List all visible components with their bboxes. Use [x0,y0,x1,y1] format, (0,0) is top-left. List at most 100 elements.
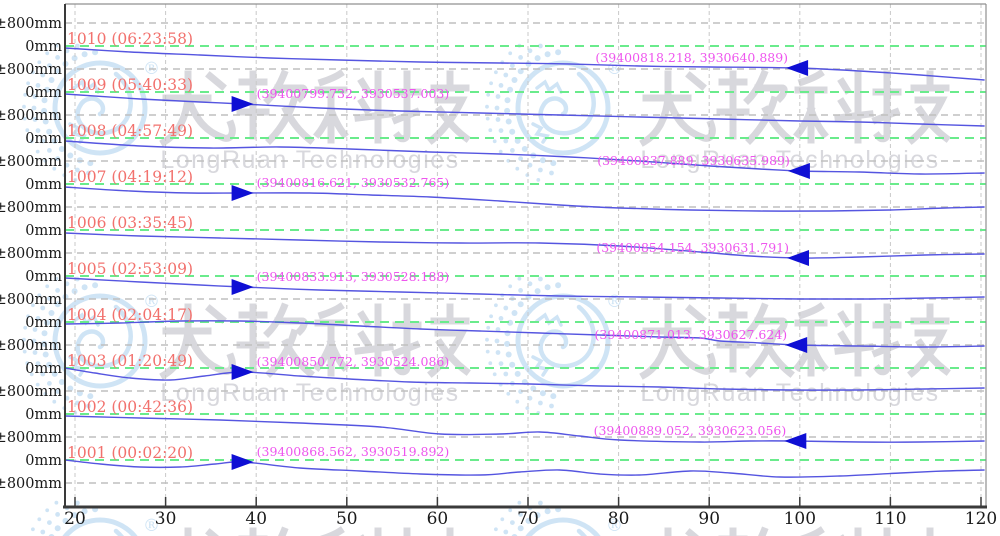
halftone-dot [40,371,46,377]
watermark-cn-glyph [793,69,874,144]
y-axis-zero-label: 0mm [25,223,62,239]
halftone-dot [505,351,512,358]
arrow-left-icon [785,337,808,353]
halftone-dot [31,105,37,111]
x-tick-label: 60 [427,509,449,529]
halftone-dot [485,337,489,342]
watermark-group: ®LongRuan Technologies [22,43,471,182]
halftone-dot [510,520,515,525]
halftone-dot [517,301,524,308]
halftone-dot [32,327,38,332]
halftone-dot [52,166,57,171]
halftone-dot [35,382,40,387]
halftone-dot [539,390,546,397]
halftone-dot [32,94,38,99]
dragon-logo-icon [525,517,601,536]
halftone-dot [525,406,530,410]
trace-label: 1004 (02:04:17) [67,306,193,324]
halftone-dot [509,361,516,368]
halftone-dot [538,276,543,282]
halftone-dot [40,138,46,144]
halftone-dot [505,118,512,125]
y-axis-zero-label: 0mm [25,407,62,423]
y-axis-zero-label: 0mm [25,361,62,377]
halftone-dot [525,517,532,524]
halftone-dot [503,371,509,377]
halftone-dot [62,517,69,524]
halftone-dot [52,399,57,404]
halftone-dot [29,139,34,144]
halftone-dot [492,139,497,144]
halftone-dot [71,55,78,62]
y-axis-zero-label: 0mm [25,269,62,285]
halftone-dot [508,508,513,513]
trace-label: 1006 (03:35:45) [67,214,193,232]
halftone-dot [32,350,38,355]
halftone-dot [40,72,46,78]
halftone-dot [58,146,65,152]
watermark-cn-glyph [319,526,382,536]
trace-line [64,415,985,443]
halftone-dot [54,500,59,505]
halftone-dot [86,170,91,176]
halftone-dot [510,148,515,153]
halftone-dot [46,128,53,135]
halftone-dot [503,305,509,311]
halftone-dot [35,361,41,366]
halftone-dot [26,81,30,86]
x-tick-label: 30 [155,509,177,529]
halftone-dot [75,167,80,173]
halftone-dot [550,393,557,400]
dragon-logo-icon [515,60,611,156]
trace-layer [64,47,985,478]
halftone-dot [54,525,61,532]
x-tick-label: 20 [64,509,86,529]
halftone-dot [31,527,35,532]
watermark-en-label: LongRuan Technologies [160,146,459,174]
halftone-dot [40,305,46,311]
halftone-dot [544,284,551,291]
halftone-dot [81,284,88,291]
halftone-dot [41,107,48,114]
halftone-dot [35,316,41,321]
y-axis-range-label: ±800mm [0,338,62,354]
trace-label: 1005 (02:53:09) [67,260,193,278]
halftone-dot [37,517,42,522]
watermark-cn-glyph [313,69,394,144]
halftone-dot [527,48,533,54]
halftone-dot [514,370,521,377]
coordinate-annotation: (39400799.732, 3930537.003) [257,86,450,101]
halftone-dot [498,316,504,321]
coordinate-annotation: (39400850.772, 3930524.086) [257,354,450,369]
halftone-dot [495,94,501,99]
halftone-dot [538,400,543,406]
y-axis-range-label: ±800mm [0,292,62,308]
halftone-dot [67,385,74,392]
halftone-dot [555,282,562,289]
halftone-dot [530,385,537,392]
halftone-dot [527,395,533,401]
halftone-dot [32,117,38,122]
halftone-dot [485,104,489,109]
label-layer: (39400818.218, 3930640.889) 1010 (06:23:5… [67,30,790,462]
trace-label: 1001 (00:02:20) [67,444,193,462]
trace-line [64,140,985,175]
y-axis-range-label: ±800mm [0,430,62,446]
halftone-dot [494,70,498,75]
x-tick-label: 70 [517,509,539,529]
coordinate-annotation: (39400818.218, 3930640.889) [595,50,788,65]
trace-label: 1010 (06:23:58) [67,30,193,48]
trace-line [64,47,985,81]
halftone-dot [500,517,505,522]
halftone-dot [488,128,493,133]
y-axis-range-label: ±800mm [0,476,62,492]
watermark-cn-glyph [871,70,951,145]
halftone-dot [498,149,503,154]
halftone-dot [48,310,55,316]
arrow-left-icon [786,60,809,76]
y-axis-range-label: ±800mm [0,108,62,124]
y-axis-range-label: ±800mm [0,62,62,78]
halftone-dot [37,293,42,298]
halftone-dot [518,288,523,293]
halftone-dot [504,107,511,114]
